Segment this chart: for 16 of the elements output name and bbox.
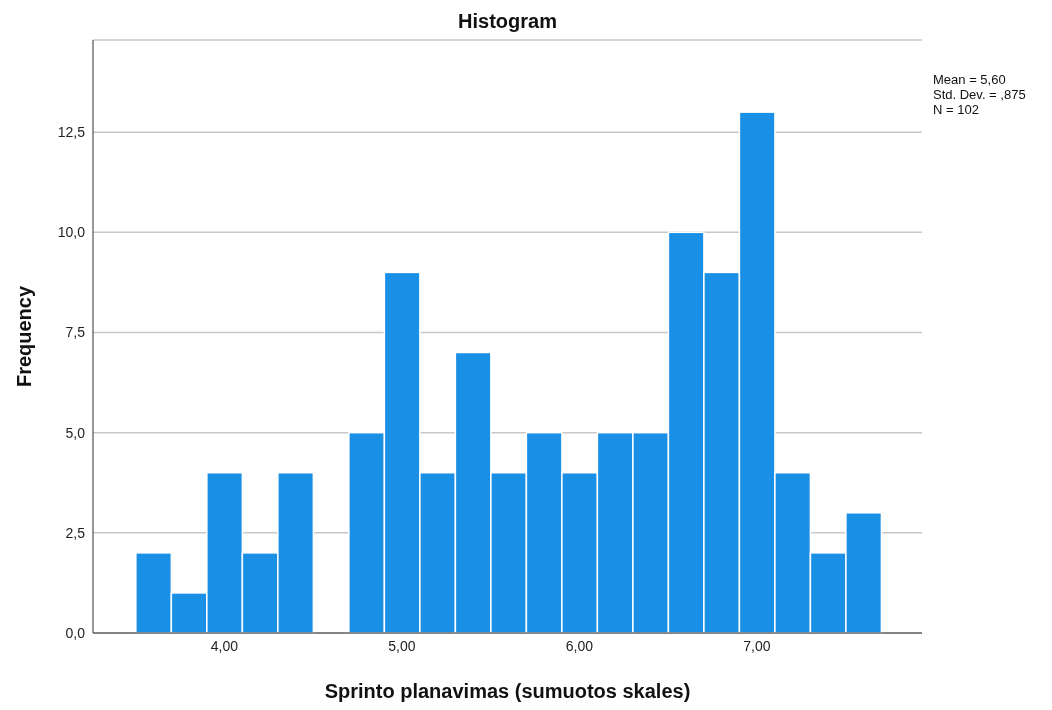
y-tick-label: 5,0 — [65, 424, 86, 441]
text: N = 102 — [933, 102, 980, 117]
chart-title: Histogram — [457, 10, 558, 33]
x-axis-title: Sprinto planavimas (sumuotos skales) — [324, 680, 691, 702]
y-tick-label: 12,5 — [57, 124, 86, 141]
x-tick-label: 6,00 — [565, 637, 594, 654]
y-axis-title: Frequency — [13, 285, 36, 388]
y-tick-label: 2,5 — [65, 524, 86, 541]
x-tick-label: 5,00 — [388, 637, 416, 654]
y-tick-label: 0,0 — [65, 624, 86, 641]
x-tick-label: 7,00 — [743, 637, 771, 654]
text: Std. Dev. = ,875 — [933, 87, 1026, 102]
text: Mean = 5,60 — [933, 72, 1007, 87]
x-tick-label: 4,00 — [210, 637, 239, 654]
y-tick-label: 10,0 — [57, 224, 86, 241]
y-tick-label: 7,5 — [65, 324, 86, 341]
